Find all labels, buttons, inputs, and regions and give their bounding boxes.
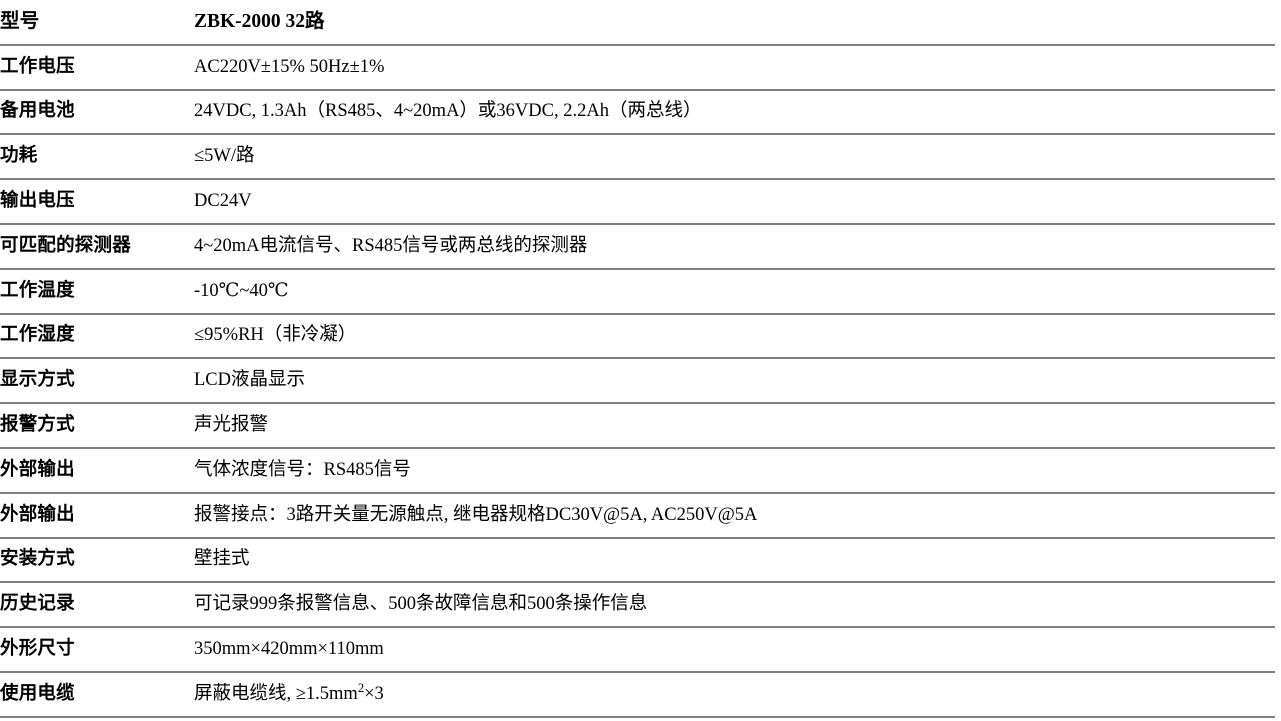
spec-label: 外部输出 xyxy=(0,447,194,494)
table-row: 功耗 ≤5W/路 xyxy=(0,134,1275,181)
spec-value: 可记录999条报警信息、500条故障信息和500条操作信息 xyxy=(194,582,1275,629)
spec-value: 声光报警 xyxy=(194,403,1275,449)
spec-label: 备用电池 xyxy=(0,89,194,136)
spec-value: 报警接点：3路开关量无源触点, 继电器规格DC30V@5A, AC250V@5A xyxy=(194,492,1275,539)
spec-value: 24VDC, 1.3Ah（RS485、4~20mA）或36VDC, 2.2Ah（… xyxy=(194,89,1275,136)
table-row: 外形尺寸 350mm×420mm×110mm xyxy=(0,627,1275,673)
table-row: 显示方式 LCD液晶显示 xyxy=(0,358,1275,405)
spec-value: AC220V±15% 50Hz±1% xyxy=(194,44,1275,91)
table-row: 型号 ZBK-2000 32路 xyxy=(0,0,1275,46)
table-row: 外部输出 报警接点：3路开关量无源触点, 继电器规格DC30V@5A, AC250… xyxy=(0,492,1275,539)
spec-label: 历史记录 xyxy=(0,582,194,629)
spec-label: 工作电压 xyxy=(0,44,194,91)
table-row: 工作电压 AC220V±15% 50Hz±1% xyxy=(0,44,1275,91)
spec-value: ≤95%RH（非冷凝） xyxy=(194,313,1275,360)
spec-label: 可匹配的探测器 xyxy=(0,223,194,270)
table-row: 工作温度 -10℃~40℃ xyxy=(0,268,1275,315)
spec-value: -10℃~40℃ xyxy=(194,268,1275,315)
spec-label: 显示方式 xyxy=(0,358,194,405)
spec-label: 工作温度 xyxy=(0,268,194,315)
spec-value-prefix: 屏蔽电缆线, ≥1.5mm xyxy=(194,683,358,704)
table-row: 使用电缆 屏蔽电缆线, ≥1.5mm2×3 xyxy=(0,671,1275,718)
spec-value: ZBK-2000 32路 xyxy=(194,0,1275,46)
spec-label: 功耗 xyxy=(0,134,194,181)
spec-label: 型号 xyxy=(0,0,194,46)
spec-label: 报警方式 xyxy=(0,403,194,449)
spec-label: 安装方式 xyxy=(0,537,194,584)
table-row: 输出电压 DC24V xyxy=(0,179,1275,225)
spec-label: 输出电压 xyxy=(0,179,194,225)
spec-label: 使用电缆 xyxy=(0,671,194,718)
table-row: 工作湿度 ≤95%RH（非冷凝） xyxy=(0,313,1275,360)
table-row: 历史记录 可记录999条报警信息、500条故障信息和500条操作信息 xyxy=(0,582,1275,629)
spec-label: 外部输出 xyxy=(0,492,194,539)
table-row: 安装方式 壁挂式 xyxy=(0,537,1275,584)
table-row: 备用电池 24VDC, 1.3Ah（RS485、4~20mA）或36VDC, 2.… xyxy=(0,89,1275,136)
spec-value: 气体浓度信号：RS485信号 xyxy=(194,447,1275,494)
table-row: 外部输出 气体浓度信号：RS485信号 xyxy=(0,447,1275,494)
spec-value-suffix: ×3 xyxy=(364,683,384,704)
spec-value: ≤5W/路 xyxy=(194,134,1275,181)
spec-label: 工作湿度 xyxy=(0,313,194,360)
spec-value: 屏蔽电缆线, ≥1.5mm2×3 xyxy=(194,671,1275,718)
spec-value: 4~20mA电流信号、RS485信号或两总线的探测器 xyxy=(194,223,1275,270)
spec-value: 350mm×420mm×110mm xyxy=(194,627,1275,673)
spec-value: DC24V xyxy=(194,179,1275,225)
table-row: 报警方式 声光报警 xyxy=(0,403,1275,449)
spec-value-superscript: 2 xyxy=(357,680,365,695)
spec-value: LCD液晶显示 xyxy=(194,358,1275,405)
table-row: 可匹配的探测器 4~20mA电流信号、RS485信号或两总线的探测器 xyxy=(0,223,1275,270)
spec-value: 壁挂式 xyxy=(194,537,1275,584)
spec-label: 外形尺寸 xyxy=(0,627,194,673)
